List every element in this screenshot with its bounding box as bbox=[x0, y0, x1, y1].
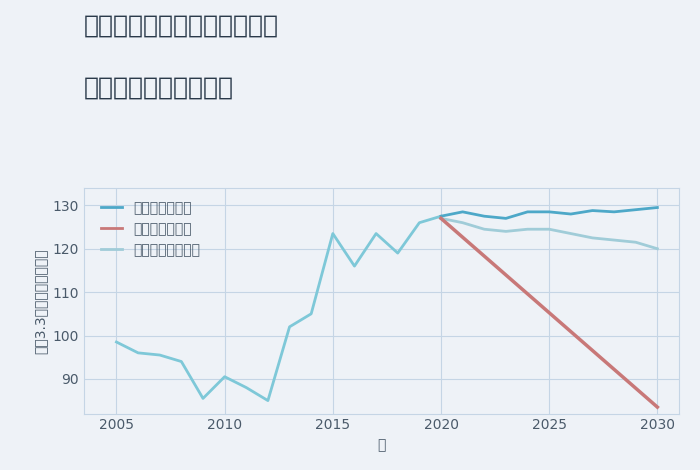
Y-axis label: 坪（3.3㎡）単価（万円）: 坪（3.3㎡）単価（万円） bbox=[33, 248, 47, 353]
ノーマルシナリオ bbox=[545, 227, 554, 232]
ノーマルシナリオ bbox=[524, 227, 532, 232]
グッドシナリオ bbox=[653, 205, 662, 211]
ノーマルシナリオ bbox=[610, 237, 618, 243]
グッドシナリオ bbox=[502, 216, 510, 221]
グッドシナリオ bbox=[566, 211, 575, 217]
グッドシナリオ bbox=[458, 209, 467, 215]
ノーマルシナリオ bbox=[653, 246, 662, 251]
ノーマルシナリオ bbox=[588, 235, 596, 241]
Line: ノーマルシナリオ: ノーマルシナリオ bbox=[441, 219, 657, 249]
グッドシナリオ bbox=[588, 208, 596, 213]
Text: 兵庫県西宮市甲子園浦風町の: 兵庫県西宮市甲子園浦風町の bbox=[84, 14, 279, 38]
Text: 中古戸建ての価格推移: 中古戸建ての価格推移 bbox=[84, 75, 234, 99]
Legend: グッドシナリオ, バッドシナリオ, ノーマルシナリオ: グッドシナリオ, バッドシナリオ, ノーマルシナリオ bbox=[97, 197, 204, 261]
ノーマルシナリオ bbox=[437, 216, 445, 221]
ノーマルシナリオ bbox=[631, 239, 640, 245]
ノーマルシナリオ bbox=[566, 231, 575, 236]
ノーマルシナリオ bbox=[458, 220, 467, 226]
グッドシナリオ bbox=[631, 207, 640, 212]
Line: グッドシナリオ: グッドシナリオ bbox=[441, 208, 657, 219]
グッドシナリオ bbox=[524, 209, 532, 215]
グッドシナリオ bbox=[545, 209, 554, 215]
グッドシナリオ bbox=[610, 209, 618, 215]
X-axis label: 年: 年 bbox=[377, 438, 386, 452]
グッドシナリオ bbox=[437, 213, 445, 219]
ノーマルシナリオ bbox=[480, 227, 489, 232]
グッドシナリオ bbox=[480, 213, 489, 219]
ノーマルシナリオ bbox=[502, 228, 510, 234]
